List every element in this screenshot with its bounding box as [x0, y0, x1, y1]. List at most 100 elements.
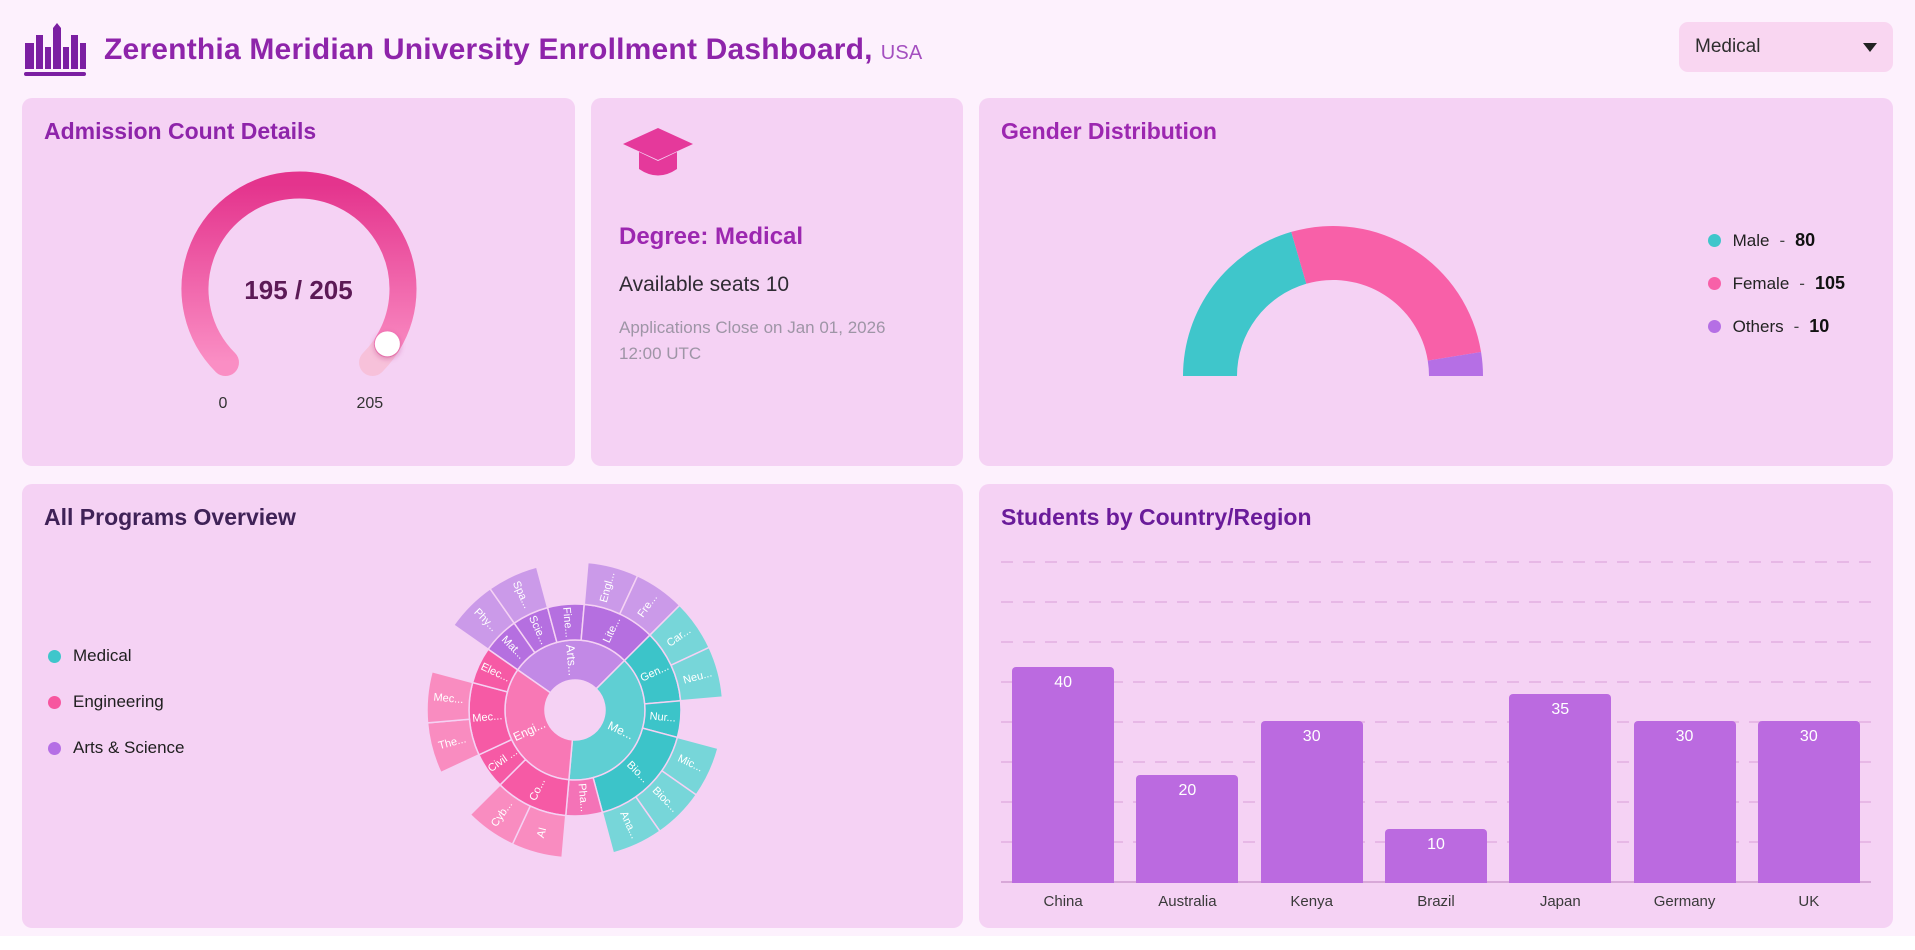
bar-value-label: 20	[1178, 782, 1197, 799]
bar-australia[interactable]: 20	[1136, 775, 1239, 883]
grid-line	[1001, 601, 1871, 603]
country-bar-chart: 40 20 30 10 35 30 30 China Australia Kenya Brazil…	[1001, 545, 1871, 910]
gender-legend-item[interactable]: Male -80	[1707, 230, 1845, 251]
bar-category-label: Australia	[1158, 893, 1217, 910]
bar-value-label: 30	[1675, 728, 1694, 745]
programs-card-title: All Programs Overview	[44, 504, 296, 530]
header: Zerenthia Meridian University Enrollment…	[22, 18, 1893, 82]
legend-dash: -	[1799, 273, 1805, 293]
page-title-text: Zerenthia Meridian University Enrollment…	[104, 33, 873, 66]
grid-line	[1001, 561, 1871, 563]
countries-card-title: Students by Country/Region	[1001, 504, 1312, 530]
legend-value: 105	[1814, 273, 1845, 293]
sunburst-segment[interactable]	[670, 646, 724, 702]
gender-segment-female[interactable]	[1291, 226, 1482, 361]
legend-color-dot	[48, 649, 61, 663]
bar-china[interactable]: 40	[1012, 667, 1115, 883]
bar-value-label: 30	[1799, 728, 1818, 745]
legend-color-dot	[1707, 320, 1721, 333]
gender-legend-item[interactable]: Female -105	[1707, 273, 1845, 294]
bar-value-label: 35	[1551, 701, 1570, 718]
bar-category-label: Germany	[1653, 893, 1716, 910]
bar-category-label: Brazil	[1417, 893, 1455, 910]
bar-column: 10	[1374, 545, 1498, 883]
programs-legend-item[interactable]: Medical	[48, 646, 185, 666]
legend-color-dot	[48, 695, 61, 709]
gauge-handle[interactable]	[374, 331, 400, 357]
degree-title: Degree: Medical	[619, 223, 804, 250]
legend-dash: -	[1779, 230, 1786, 250]
gender-distribution-card: Gender Distribution Male -80 Female -105 Oth…	[979, 98, 1893, 466]
legend-label: Others	[1732, 316, 1784, 336]
degree-dropdown[interactable]: Medical	[1679, 22, 1893, 72]
bar-category-label: China	[1043, 893, 1083, 910]
bottom-row: All Programs Overview Medical Engineering…	[22, 484, 1893, 928]
sunburst-segment[interactable]	[426, 670, 474, 724]
bar-plot-area: 40 20 30 10 35 30 30	[1001, 545, 1871, 883]
available-seats-text: Available seats 10	[619, 273, 790, 296]
applications-close-text: Applications Close on Jan 01, 2026 12:00…	[619, 318, 886, 363]
bar-category-label: UK	[1798, 893, 1820, 910]
window-bottom-edge	[0, 936, 1915, 950]
bar-column: 20	[1125, 545, 1249, 883]
sunburst-segment[interactable]	[471, 648, 519, 693]
bar-column: 30	[1747, 545, 1871, 883]
bar-kenya[interactable]: 30	[1260, 721, 1363, 883]
sunburst-label: Pha...	[576, 783, 590, 813]
programs-sunburst-chart[interactable]: Arts...Mat...Phy... Scie...Spa...Fine... L…	[335, 500, 815, 920]
legend-color-dot	[1707, 234, 1721, 247]
bar-category-label: Kenya	[1290, 893, 1333, 910]
gender-legend-item[interactable]: Others -10	[1707, 316, 1845, 337]
bar-column: 30	[1250, 545, 1374, 883]
gender-card-title: Gender Distribution	[1001, 118, 1217, 144]
students-by-country-card: Students by Country/Region 40 20 30 10 35 30 3…	[979, 484, 1893, 928]
sunburst-label: Nur...	[649, 710, 676, 724]
gauge-min-label: 0	[218, 395, 228, 412]
bar-column: 35	[1498, 545, 1622, 883]
dashboard-page: Zerenthia Meridian University Enrollment…	[22, 18, 1893, 928]
admission-gauge: 195 / 205 0 205	[139, 157, 459, 435]
grid-line	[1001, 801, 1871, 803]
gauge-value-arc	[181, 171, 416, 377]
bar-value-label: 30	[1302, 728, 1321, 745]
bar-x-axis-labels: China Australia Kenya Brazil Japan Germany UK	[1001, 893, 1871, 910]
graduation-cap-icon	[619, 126, 935, 193]
bar-value-label: 40	[1054, 674, 1073, 691]
page-title: Zerenthia Meridian University Enrollment…	[104, 33, 922, 67]
gender-segment-male[interactable]	[1183, 231, 1307, 376]
bar-category-label: Japan	[1539, 893, 1581, 910]
grid-line	[1001, 761, 1871, 763]
gender-donut-chart[interactable]	[1178, 221, 1488, 381]
sunburst-segment[interactable]	[469, 783, 532, 846]
bar-brazil[interactable]: 10	[1384, 829, 1487, 883]
legend-dash: -	[1793, 316, 1800, 336]
admission-gauge-chart[interactable]	[139, 157, 459, 435]
university-logo-icon	[22, 23, 88, 77]
top-row: Admission Count Details 195 / 205 0 205 …	[22, 98, 1893, 466]
gauge-max-label: 205	[356, 395, 384, 412]
sunburst-segment[interactable]	[601, 795, 661, 854]
legend-value: 80	[1795, 230, 1816, 250]
legend-value: 10	[1809, 316, 1830, 336]
admission-count-card: Admission Count Details 195 / 205 0 205	[22, 98, 575, 466]
programs-legend-item[interactable]: Arts & Science	[48, 738, 185, 758]
bar-uk[interactable]: 30	[1757, 721, 1860, 883]
sunburst-label: AI	[535, 826, 549, 839]
bar-column: 30	[1622, 545, 1746, 883]
degree-dropdown-value: Medical	[1695, 36, 1761, 57]
programs-legend: Medical Engineering Arts & Science	[48, 646, 185, 784]
sunburst-label: Fine...	[560, 607, 575, 639]
legend-label: Female	[1732, 273, 1790, 293]
gender-segment-others[interactable]	[1427, 351, 1483, 376]
legend-color-dot	[48, 741, 61, 755]
programs-legend-item[interactable]: Engineering	[48, 692, 185, 712]
sunburst-label: Arts...	[563, 644, 580, 676]
region-label: USA	[880, 42, 923, 64]
sunburst-segment[interactable]	[489, 566, 549, 625]
bar-germany[interactable]: 30	[1633, 721, 1736, 883]
programs-overview-card: All Programs Overview Medical Engineering…	[22, 484, 963, 928]
grid-line	[1001, 641, 1871, 643]
degree-info-card: Degree: Medical Available seats 10 Appli…	[591, 98, 963, 466]
gauge-value-label: 195 / 205	[244, 275, 353, 305]
bar-japan[interactable]: 35	[1509, 694, 1612, 883]
